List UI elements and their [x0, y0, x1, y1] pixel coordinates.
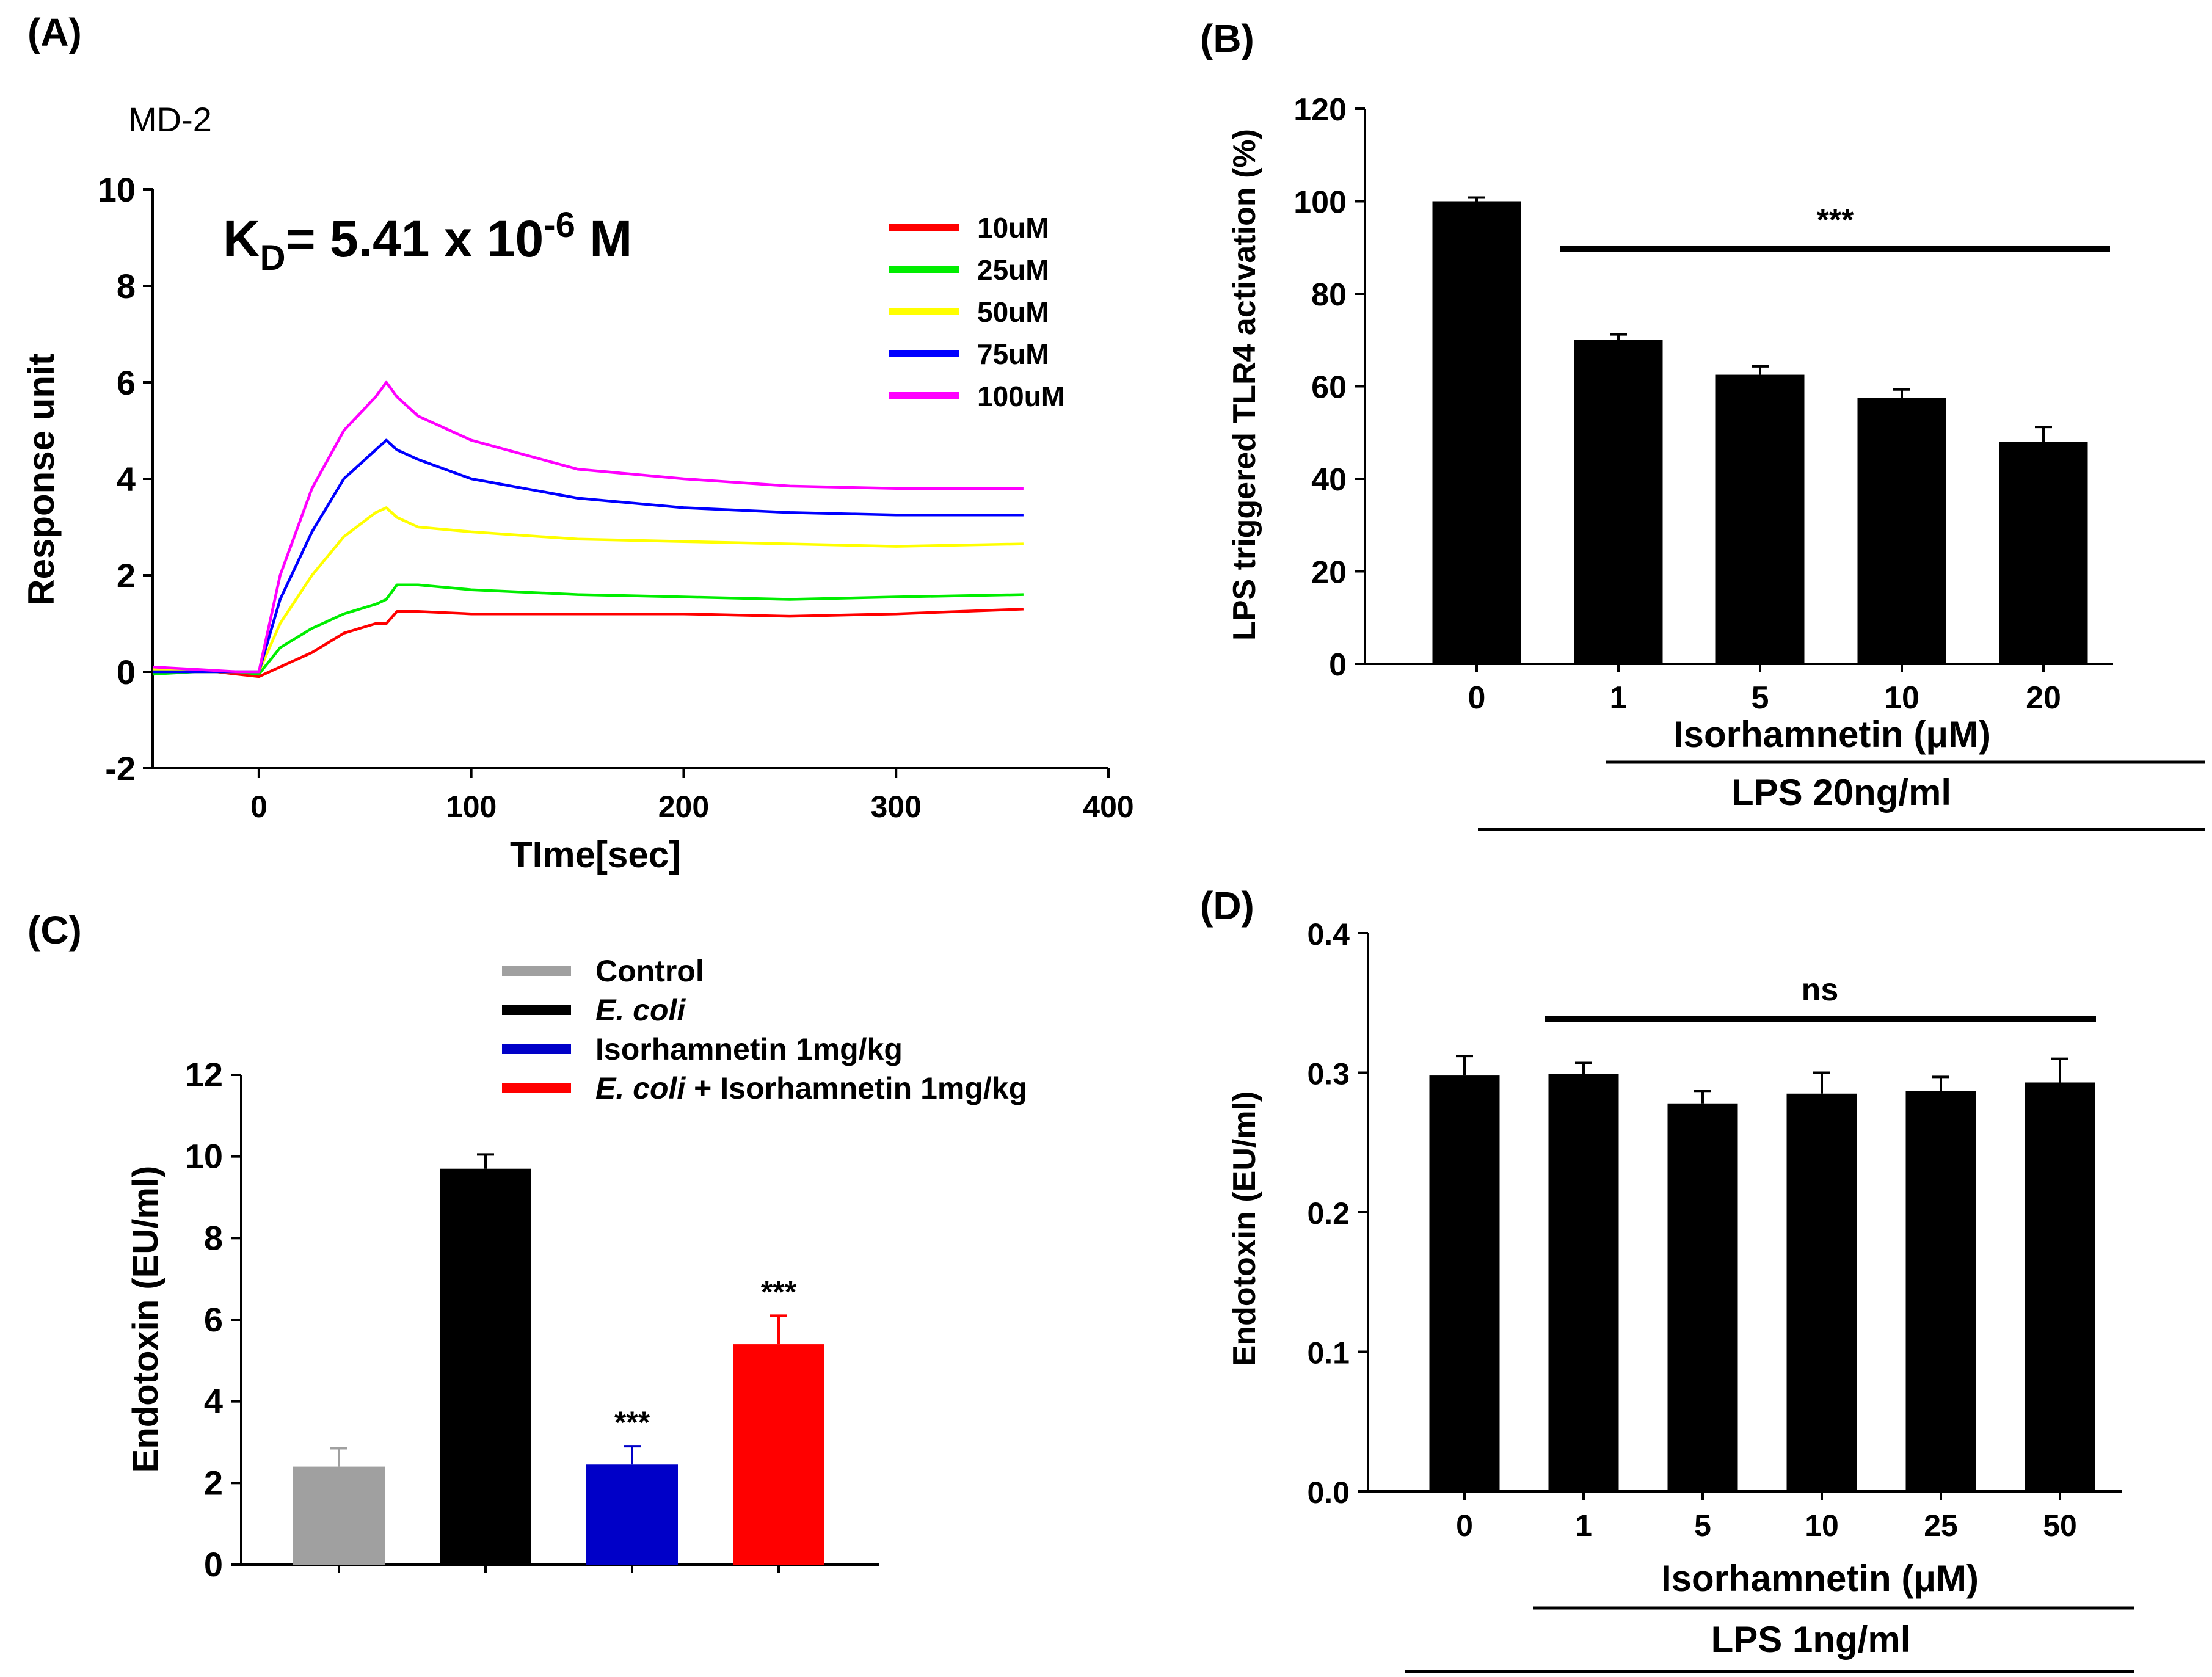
c-legend-italic: E. coli	[595, 993, 686, 1027]
d-xtick-label: 50	[2043, 1508, 2077, 1543]
a-legend-label: 50uM	[977, 296, 1049, 328]
b-ytick-label: 0	[1329, 647, 1347, 683]
c-legend-text: Control	[595, 954, 704, 988]
b-ytick-label: 100	[1293, 185, 1347, 220]
a-ytick-label: 10	[98, 170, 136, 209]
a-series-line-25uM	[152, 583, 1024, 676]
d-bar	[1429, 1075, 1500, 1491]
panel-b: (B) LPS triggered TLR4 activation (%) 0 2…	[1200, 16, 2205, 831]
c-legend-label: E. coli	[595, 993, 686, 1027]
a-ytick-label: 2	[117, 556, 136, 595]
panel-a-ylabel: Response unit	[21, 353, 62, 605]
panel-a-subtitle: MD-2	[128, 100, 212, 139]
panel-d-xlabel: Isorhamnetin (μM)	[1661, 1558, 1979, 1599]
c-bar	[440, 1168, 531, 1565]
b-xtick-label: 10	[1884, 680, 1919, 716]
a-xtick-label: 300	[871, 790, 922, 824]
b-bar	[1432, 201, 1521, 664]
panel-a-xlabel: TIme[sec]	[510, 834, 681, 875]
c-legend-label: E. coli + Isorhamnetin 1mg/kg	[595, 1071, 1027, 1105]
c-bar	[586, 1464, 678, 1565]
panel-b-xlabel: Isorhamnetin (μM)	[1673, 714, 1991, 755]
c-ytick-label: 6	[204, 1300, 223, 1339]
a-legend-label: 10uM	[977, 212, 1049, 244]
d-xtick-label: 1	[1575, 1508, 1592, 1543]
b-ytick-label: 120	[1293, 92, 1347, 128]
b-bar	[1857, 398, 1946, 664]
a-xtick-label: 200	[658, 790, 709, 824]
a-ytick-label: 6	[117, 363, 136, 402]
d-bar	[1786, 1093, 1857, 1491]
a-ytick-label: 0	[117, 653, 136, 691]
c-bar	[293, 1466, 385, 1565]
c-ytick-label: 4	[204, 1382, 223, 1421]
c-ytick-label: 12	[185, 1055, 223, 1094]
d-ytick-label: 0.1	[1307, 1336, 1350, 1370]
c-bar	[733, 1344, 824, 1565]
b-ytick-label: 40	[1311, 462, 1347, 498]
b-bar	[1999, 442, 2088, 664]
panel-b-label: (B)	[1200, 16, 1254, 60]
b-ytick-label: 20	[1311, 555, 1347, 591]
d-bar	[1905, 1091, 1976, 1491]
a-xtick-label: 400	[1083, 790, 1133, 824]
c-legend-label: Control	[595, 954, 704, 988]
c-legend-label: Isorhamnetin 1mg/kg	[595, 1032, 903, 1066]
b-bar	[1574, 340, 1663, 664]
c-bar-significance: ***	[761, 1275, 797, 1309]
panel-d-treatment: LPS 1ng/ml	[1711, 1619, 1911, 1660]
panel-d-label: (D)	[1200, 884, 1254, 928]
c-legend-italic: E. coli	[595, 1071, 686, 1105]
panel-c-label: (C)	[27, 908, 82, 952]
panel-d-significance: ns	[1802, 972, 1839, 1008]
c-ytick-label: 0	[204, 1545, 223, 1584]
c-legend-text: Isorhamnetin 1mg/kg	[595, 1032, 903, 1066]
b-xtick-label: 5	[1752, 680, 1769, 716]
b-ytick-label: 60	[1311, 370, 1347, 406]
d-xtick-label: 25	[1924, 1508, 1958, 1543]
panel-d-ylabel: Endotoxin (EU/ml)	[1227, 1091, 1262, 1367]
c-ytick-label: 10	[185, 1137, 223, 1176]
b-bar	[1715, 374, 1805, 664]
panel-a: (A) MD-2 KD= 5.41 x 10-6 M Response unit…	[21, 10, 1134, 875]
b-ytick-label: 80	[1311, 277, 1347, 313]
a-series-line-100uM	[152, 380, 1024, 674]
panel-c-ylabel: Endotoxin (EU/ml)	[126, 1166, 166, 1473]
d-ytick-label: 0.3	[1307, 1057, 1350, 1091]
a-ytick-label: 8	[117, 267, 136, 305]
d-bar	[1667, 1103, 1738, 1491]
a-xtick-label: 100	[446, 790, 497, 824]
d-bar	[1548, 1074, 1619, 1491]
a-ytick-label: 4	[117, 460, 136, 498]
kd-annotation: KD= 5.41 x 10-6 M	[223, 205, 632, 278]
d-ytick-label: 0.0	[1307, 1475, 1350, 1510]
a-legend-label: 100uM	[977, 380, 1064, 412]
panel-c: (C) Control E. coli Isorhamnetin 1mg/kg E. …	[27, 908, 1027, 1584]
c-ytick-label: 8	[204, 1218, 223, 1257]
panel-b-ylabel: LPS triggered TLR4 activation (%)	[1227, 129, 1262, 641]
panel-b-significance: ***	[1817, 203, 1854, 238]
c-ytick-label: 2	[204, 1463, 223, 1502]
a-legend-label: 75uM	[977, 338, 1049, 370]
c-legend-text: + Isorhamnetin 1mg/kg	[685, 1071, 1027, 1105]
b-xtick-label: 20	[2026, 680, 2061, 716]
panel-a-label: (A)	[27, 10, 82, 54]
b-xtick-label: 0	[1468, 680, 1486, 716]
d-xtick-label: 10	[1805, 1508, 1839, 1543]
a-xtick-label: 0	[250, 790, 267, 824]
d-ytick-label: 0.2	[1307, 1196, 1350, 1231]
d-ytick-label: 0.4	[1307, 917, 1350, 951]
panel-d: (D) Endotoxin (EU/ml) 0.0 0.1 0.2 0.3 0.4 0 1…	[1200, 884, 2134, 1673]
a-ytick-label: -2	[105, 749, 136, 788]
b-xtick-label: 1	[1610, 680, 1628, 716]
d-bar	[2025, 1082, 2095, 1491]
a-series-line-10uM	[152, 608, 1024, 678]
a-legend-label: 25uM	[977, 254, 1049, 286]
a-series-line-75uM	[153, 438, 1024, 674]
panel-b-treatment: LPS 20ng/ml	[1731, 772, 1951, 813]
d-xtick-label: 0	[1456, 1508, 1473, 1543]
d-xtick-label: 5	[1694, 1508, 1711, 1543]
c-bar-significance: ***	[614, 1405, 650, 1439]
